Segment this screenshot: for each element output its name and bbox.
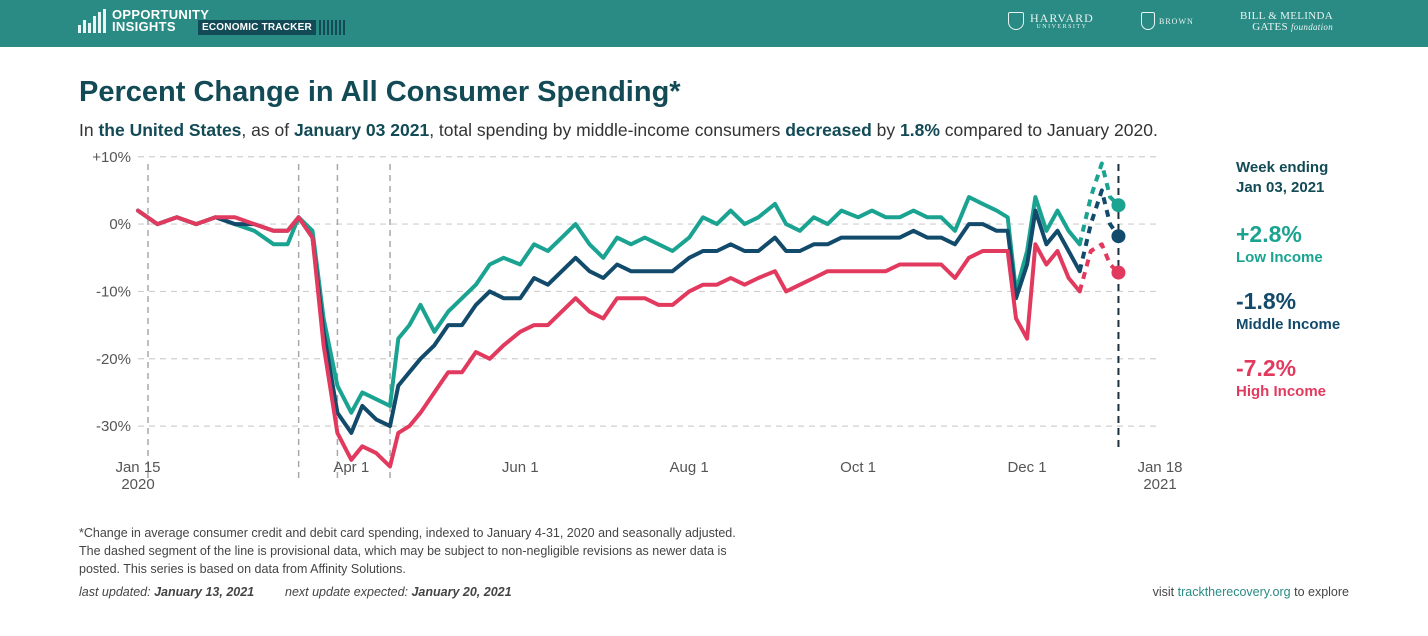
top-bar: OPPORTUNITY INSIGHTS ECONOMIC TRACKER HA… bbox=[0, 0, 1428, 47]
harvard-shield-icon bbox=[1008, 12, 1024, 30]
gates-foundation-logo[interactable]: BILL & MELINDA GATES foundation bbox=[1240, 11, 1333, 33]
subtitle-region[interactable]: the United States bbox=[98, 120, 242, 140]
brown-logo[interactable]: BROWN bbox=[1141, 12, 1194, 30]
x-tick-label: Aug 1 bbox=[670, 459, 709, 476]
subtitle-text-4: by bbox=[871, 120, 901, 140]
series-line-middle-income bbox=[136, 208, 1082, 435]
harvard-logo[interactable]: HARVARD UNIVERSITY bbox=[1008, 12, 1094, 30]
footnote-line-2: The dashed segment of the line is provis… bbox=[79, 544, 727, 558]
subtitle-direction: decreased bbox=[785, 120, 872, 140]
y-tick-label: 0% bbox=[109, 216, 131, 233]
tracktherecovery-link[interactable]: tracktherecovery.org bbox=[1177, 585, 1291, 599]
legend-high-income-name: High Income bbox=[1236, 383, 1327, 400]
page-subtitle: In the United States, as of January 03 2… bbox=[79, 120, 1158, 141]
series-line-high-income bbox=[136, 208, 1082, 469]
x-tick-label: Jan 15 bbox=[115, 459, 160, 476]
legend-heading-line-2: Jan 03, 2021 bbox=[1236, 179, 1325, 196]
opportunity-insights-logo[interactable]: OPPORTUNITY INSIGHTS bbox=[78, 7, 210, 34]
last-updated-label: last updated: bbox=[79, 585, 155, 599]
series-endpoint-low-income bbox=[1111, 198, 1126, 213]
gates-line-3: foundation bbox=[1291, 22, 1334, 32]
brand-line-1: OPPORTUNITY bbox=[112, 7, 210, 22]
gates-line-2: GATES bbox=[1252, 21, 1288, 33]
page-title: Percent Change in All Consumer Spending* bbox=[79, 76, 681, 108]
subtitle-text-3: , total spending by middle-income consum… bbox=[429, 120, 786, 140]
next-update-label: next update expected: bbox=[285, 585, 412, 599]
x-tick-label: Oct 1 bbox=[840, 459, 876, 476]
series-provisional-high-income bbox=[1077, 242, 1120, 292]
next-update-date: January 20, 2021 bbox=[411, 585, 512, 599]
x-tick-sublabel: 2020 bbox=[121, 476, 154, 493]
footnote-line-1: *Change in average consumer credit and d… bbox=[79, 526, 736, 540]
brown-shield-icon bbox=[1141, 12, 1155, 30]
next-update: next update expected: January 20, 2021 bbox=[285, 585, 512, 599]
x-tick-label: Apr 1 bbox=[333, 459, 369, 476]
y-tick-label: -20% bbox=[96, 351, 131, 368]
series-endpoint-middle-income bbox=[1111, 229, 1126, 244]
brown-name: BROWN bbox=[1159, 16, 1194, 26]
series-line-low-income bbox=[136, 195, 1082, 415]
legend-low-income-value: +2.8% bbox=[1236, 221, 1302, 247]
series-endpoint-high-income bbox=[1111, 265, 1126, 280]
x-tick-label: Jun 1 bbox=[502, 459, 539, 476]
legend-middle-income[interactable]: -1.8% Middle Income bbox=[1236, 287, 1340, 335]
subtitle-text-2: , as of bbox=[241, 120, 294, 140]
subtitle-text-5: compared to January 2020. bbox=[939, 120, 1158, 140]
y-tick-label: -10% bbox=[96, 283, 131, 300]
harvard-name: HARVARD bbox=[1030, 11, 1094, 25]
legend-middle-income-value: -1.8% bbox=[1236, 288, 1297, 314]
brand-line-2: INSIGHTS bbox=[112, 19, 176, 34]
bar-chart-icon bbox=[78, 9, 106, 33]
last-updated: last updated: January 13, 2021 bbox=[79, 585, 254, 599]
visit-suffix: to explore bbox=[1290, 585, 1349, 599]
badge-stripes bbox=[319, 20, 345, 35]
subtitle-text-1: In bbox=[79, 120, 99, 140]
legend-low-income-name: Low Income bbox=[1236, 249, 1323, 266]
gates-line-1: BILL & MELINDA bbox=[1240, 10, 1334, 22]
x-tick-label: Dec 1 bbox=[1007, 459, 1046, 476]
legend-heading-line-1: Week ending bbox=[1236, 159, 1329, 176]
legend-high-income[interactable]: -7.2% High Income bbox=[1236, 354, 1326, 402]
legend-high-income-value: -7.2% bbox=[1236, 355, 1297, 381]
footnote-line-3: posted. This series is based on data fro… bbox=[79, 562, 406, 576]
subtitle-amount: 1.8% bbox=[900, 120, 940, 140]
subtitle-date: January 03 2021 bbox=[293, 120, 430, 140]
economic-tracker-badge[interactable]: ECONOMIC TRACKER bbox=[198, 20, 316, 35]
legend-middle-income-name: Middle Income bbox=[1236, 316, 1341, 333]
harvard-subname: UNIVERSITY bbox=[1036, 24, 1088, 30]
x-tick-label: Jan 18 bbox=[1137, 459, 1182, 476]
last-updated-date: January 13, 2021 bbox=[154, 585, 255, 599]
visit-link-text: visit tracktherecovery.org to explore bbox=[1153, 585, 1349, 599]
x-tick-sublabel: 2021 bbox=[1143, 476, 1176, 493]
y-tick-label: -30% bbox=[96, 418, 131, 435]
legend-heading: Week ending Jan 03, 2021 bbox=[1236, 158, 1328, 198]
visit-prefix: visit bbox=[1152, 585, 1178, 599]
chart-footnote: *Change in average consumer credit and d… bbox=[79, 524, 779, 578]
legend-low-income[interactable]: +2.8% Low Income bbox=[1236, 220, 1323, 268]
series-provisional-middle-income bbox=[1077, 188, 1121, 272]
y-tick-label: +10% bbox=[92, 150, 131, 166]
series-provisional-low-income bbox=[1077, 161, 1120, 245]
